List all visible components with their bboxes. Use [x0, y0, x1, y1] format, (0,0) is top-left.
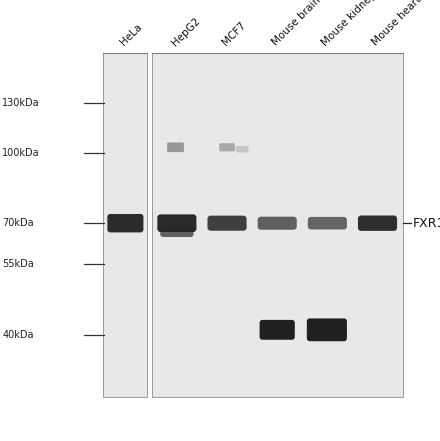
Text: 70kDa: 70kDa — [2, 218, 34, 228]
Text: MCF7: MCF7 — [220, 20, 247, 48]
Text: Mouse brain: Mouse brain — [270, 0, 323, 48]
Text: 55kDa: 55kDa — [2, 259, 34, 269]
FancyBboxPatch shape — [167, 142, 184, 152]
Text: HepG2: HepG2 — [170, 15, 202, 48]
FancyBboxPatch shape — [258, 217, 297, 230]
FancyBboxPatch shape — [107, 214, 143, 232]
Text: 100kDa: 100kDa — [2, 148, 40, 158]
Text: Mouse heart: Mouse heart — [370, 0, 423, 48]
FancyBboxPatch shape — [358, 216, 397, 231]
FancyBboxPatch shape — [158, 214, 196, 232]
Text: HeLa: HeLa — [118, 22, 144, 48]
FancyBboxPatch shape — [160, 228, 194, 237]
FancyBboxPatch shape — [307, 318, 347, 341]
Bar — [152, 53, 403, 397]
Text: 40kDa: 40kDa — [2, 330, 34, 340]
Text: FXR1: FXR1 — [412, 217, 440, 230]
Text: 130kDa: 130kDa — [2, 98, 40, 108]
Text: Mouse kidney: Mouse kidney — [320, 0, 378, 48]
FancyBboxPatch shape — [219, 143, 235, 151]
FancyBboxPatch shape — [308, 217, 347, 229]
FancyBboxPatch shape — [236, 146, 249, 153]
Bar — [103, 53, 147, 397]
FancyBboxPatch shape — [260, 320, 295, 340]
FancyBboxPatch shape — [208, 216, 246, 231]
